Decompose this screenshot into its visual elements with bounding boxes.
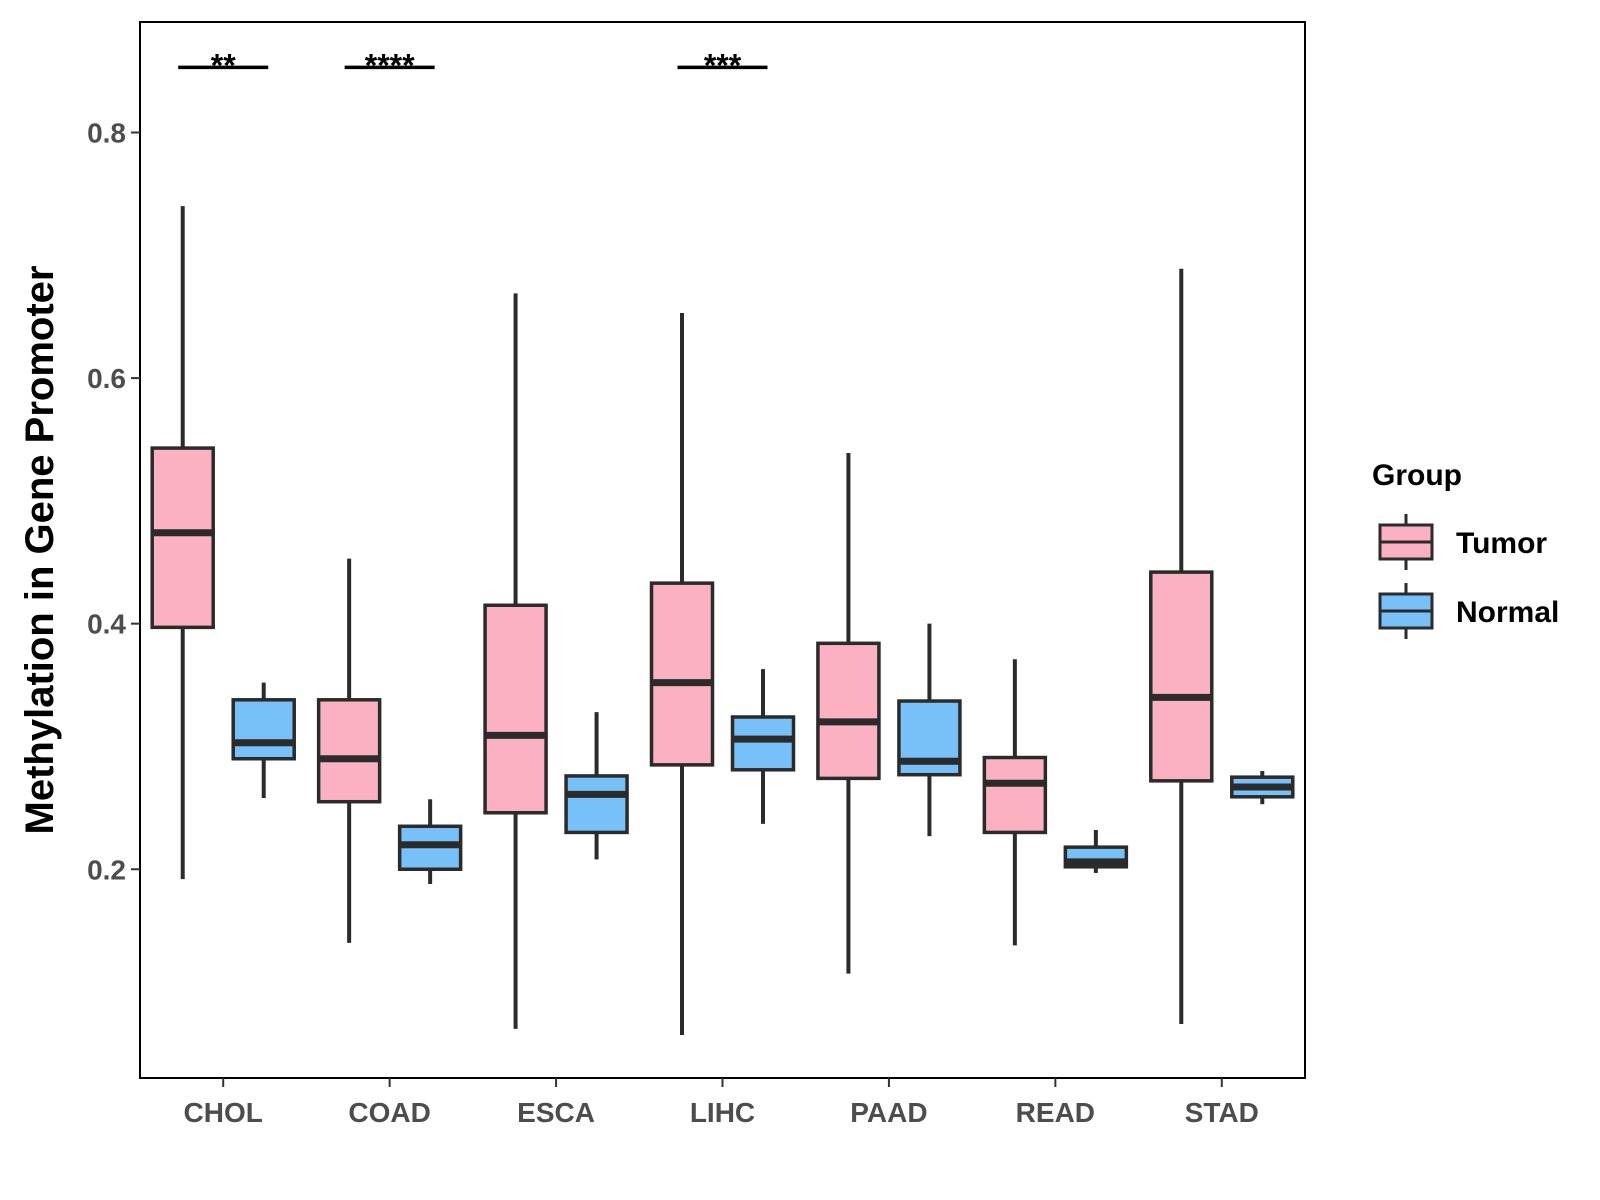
- significance-chol: **: [178, 47, 269, 83]
- y-tick-label: 0.8: [87, 118, 126, 149]
- box-body: [483, 603, 548, 815]
- legend: Group Tumor Normal: [1372, 459, 1559, 639]
- box-body: [730, 715, 796, 772]
- significance-coad: ****: [344, 47, 435, 83]
- boxes-layer: [150, 206, 1295, 1036]
- x-tick-label-read: READ: [1016, 1097, 1095, 1128]
- box-stad-tumor: [1149, 268, 1214, 1024]
- x-tick-label-stad: STAD: [1185, 1097, 1259, 1128]
- box-body: [564, 774, 629, 835]
- legend-items: Tumor Normal: [1378, 514, 1559, 639]
- plot-panel: [139, 21, 1306, 1079]
- legend-label-normal: Normal: [1456, 596, 1559, 629]
- box-body: [1149, 570, 1214, 783]
- box-chol-normal: [231, 682, 296, 799]
- box-paad-normal: [897, 623, 962, 837]
- box-paad-tumor: [816, 452, 881, 974]
- box-coad-normal: [397, 799, 463, 884]
- box-coad-tumor: [316, 558, 382, 943]
- legend-label-tumor: Tumor: [1456, 527, 1547, 560]
- x-axis: CHOL COAD ESCA LIHC PAAD READ STAD: [184, 1078, 1259, 1128]
- x-tick-label-esca: ESCA: [517, 1097, 595, 1128]
- box-body: [231, 698, 296, 761]
- box-read-normal: [1063, 829, 1129, 873]
- box-body: [316, 698, 382, 804]
- y-tick-label: 0.4: [87, 609, 126, 640]
- x-tick-label-lihc: LIHC: [690, 1097, 755, 1128]
- significance-annotations: ** **** ***: [178, 47, 768, 83]
- box-lihc-normal: [730, 669, 796, 824]
- y-axis: 0.2 0.4 0.6 0.8: [87, 118, 140, 885]
- box-esca-tumor: [483, 293, 548, 1029]
- significance-label: ***: [704, 47, 742, 83]
- x-tick-label-coad: COAD: [348, 1097, 430, 1128]
- box-body: [150, 446, 215, 630]
- box-body: [649, 581, 715, 767]
- significance-label: **: [211, 47, 236, 83]
- box-stad-normal: [1230, 771, 1295, 805]
- x-tick-label-paad: PAAD: [850, 1097, 927, 1128]
- y-axis-title: Methylation in Gene Promoter: [18, 266, 62, 835]
- legend-item-tumor: Tumor: [1378, 514, 1547, 570]
- y-tick-label: 0.2: [87, 854, 126, 885]
- box-body: [816, 641, 881, 781]
- y-tick-label: 0.6: [87, 363, 126, 394]
- legend-title: Group: [1372, 459, 1462, 492]
- box-body: [982, 755, 1048, 835]
- significance-lihc: ***: [677, 47, 768, 83]
- box-lihc-tumor: [649, 313, 715, 1036]
- box-esca-normal: [564, 712, 629, 860]
- x-tick-label-chol: CHOL: [184, 1097, 263, 1128]
- box-read-tumor: [982, 659, 1048, 946]
- box-chol-tumor: [150, 206, 215, 880]
- legend-item-normal: Normal: [1378, 583, 1559, 639]
- significance-label: ****: [365, 47, 415, 83]
